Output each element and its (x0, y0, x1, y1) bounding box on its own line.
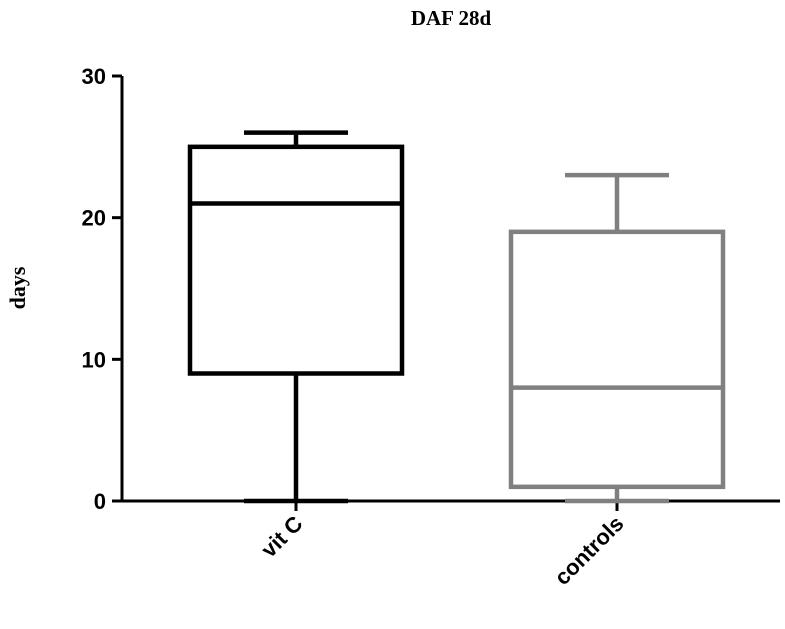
y-axis-label: days (5, 266, 30, 309)
y-tick-label: 30 (82, 64, 106, 89)
y-tick-label: 20 (82, 206, 106, 231)
chart-title: DAF 28d (411, 6, 492, 30)
x-tick-label: controls (549, 511, 628, 590)
box (187, 144, 405, 376)
y-tick-label: 0 (94, 489, 106, 514)
x-tick-label: vit C (256, 511, 307, 562)
box (508, 229, 726, 490)
y-tick-label: 10 (82, 347, 106, 372)
